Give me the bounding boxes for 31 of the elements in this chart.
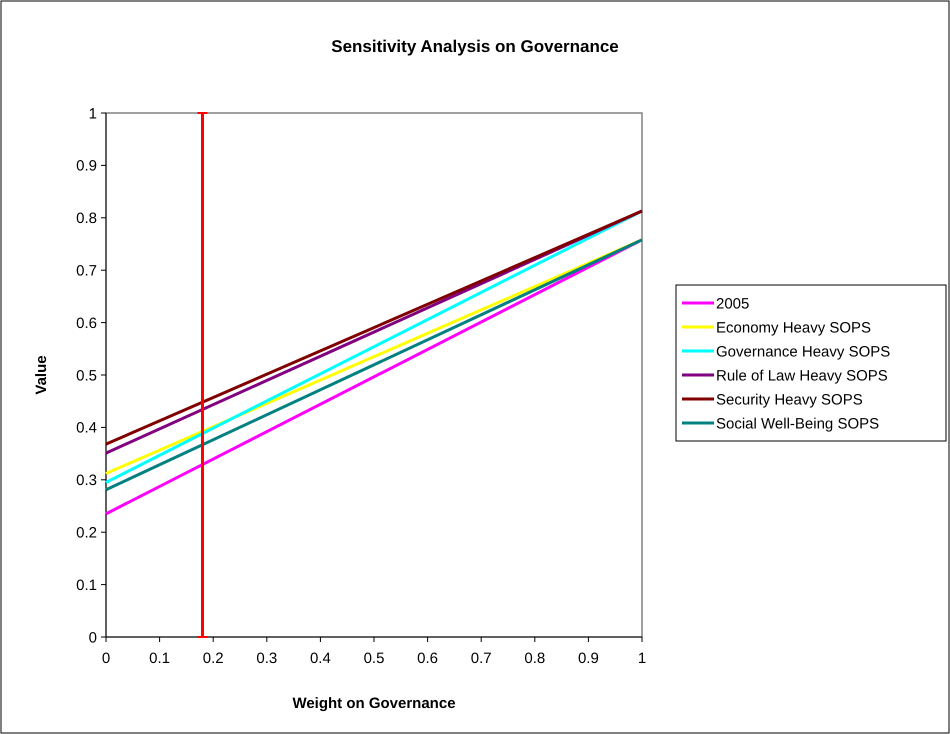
legend-label: Rule of Law Heavy SOPS [716,367,888,384]
x-tick-label: 0.2 [202,650,224,667]
y-axis-title: Value [33,355,50,395]
legend-label: Social Well-Being SOPS [716,415,880,432]
x-tick-label: 0.4 [310,650,331,667]
y-tick-label: 0.3 [76,472,97,490]
x-tick-label: 0.1 [149,650,170,667]
legend-label: Governance Heavy SOPS [716,343,890,360]
chart-title: Sensitivity Analysis on Governance [331,37,619,56]
y-tick-label: 0 [88,629,97,646]
y-tick-label: 0.5 [76,367,97,384]
x-axis-title: Weight on Governance [292,695,456,712]
y-tick-label: 0.4 [76,420,97,437]
legend-label: Economy Heavy SOPS [716,319,872,336]
y-tick-label: 0.2 [76,524,97,542]
x-tick-label: 1 [638,650,646,667]
x-tick-label: 0.6 [417,650,438,667]
legend-label: Security Heavy SOPS [716,391,863,408]
x-tick-label: 0.7 [470,650,492,667]
x-tick-label: 0.9 [578,650,599,667]
x-tick-label: 0.5 [364,650,384,667]
x-tick-label: 0 [102,650,110,667]
x-tick-label: 0.8 [524,650,546,667]
y-tick-label: 1 [88,105,97,122]
y-tick-label: 0.9 [76,158,97,175]
y-tick-label: 0.6 [76,314,97,332]
x-tick-label: 0.3 [256,650,278,667]
y-tick-label: 0.1 [76,576,97,594]
legend-label: 2005 [716,295,750,312]
y-tick-label: 0.7 [76,262,97,280]
y-tick-label: 0.8 [76,210,97,228]
